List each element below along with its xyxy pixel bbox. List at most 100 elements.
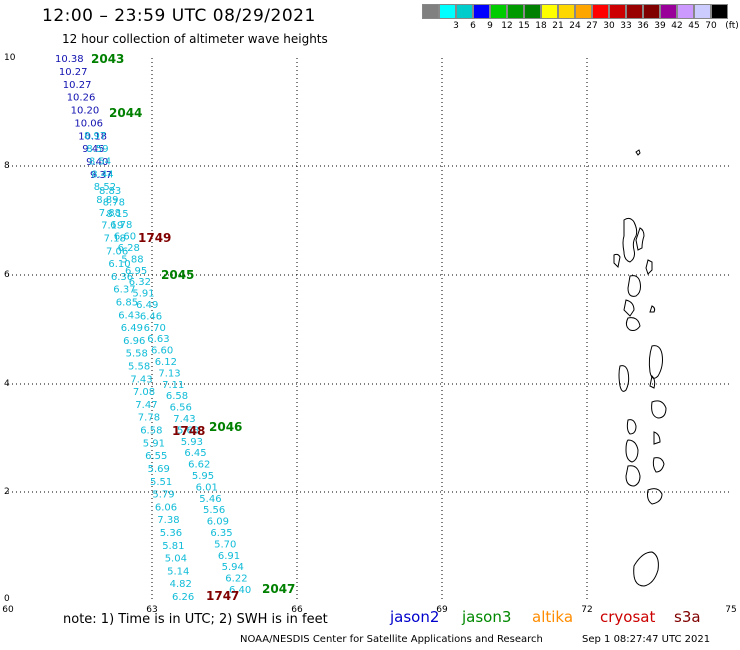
colorbar-swatch <box>422 4 439 19</box>
island-shape <box>648 345 663 379</box>
island-shape <box>633 551 659 587</box>
legend-altika: altika <box>532 608 574 626</box>
colorbar-tick-label: 24 <box>569 21 581 31</box>
colorbar-tick-label: 3 <box>453 21 459 31</box>
wave-height-reading: 6.62 <box>188 460 210 471</box>
colorbar-tick-label: 15 <box>518 21 530 31</box>
wave-height-reading: 6.63 <box>147 334 169 345</box>
wave-height-reading: 6.40 <box>229 585 251 596</box>
pass-number-label: 2045 <box>161 268 194 282</box>
colorbar-swatch <box>507 4 524 19</box>
wave-height-reading: 10.27 <box>59 67 88 78</box>
wave-height-reading: 6.49 <box>121 323 143 334</box>
axis-tick-labels: 60 63 66 69 72 75 10 8 6 4 2 0 <box>2 53 736 615</box>
wave-height-reading: 8.97 <box>84 131 106 142</box>
island-shape <box>626 419 637 435</box>
wave-height-reading: 6.10 <box>108 259 130 270</box>
legend-s3a: s3a <box>674 608 701 626</box>
island-shape <box>651 400 667 419</box>
colorbar-tick-label: 42 <box>671 21 683 31</box>
latitude-tick-label: 2 <box>4 487 10 497</box>
pass-number-label: 2047 <box>262 582 295 596</box>
wave-height-reading: 6.06 <box>155 502 177 513</box>
island-shape <box>635 227 645 251</box>
colorbar-swatch <box>694 4 711 19</box>
wave-height-reading: 5.56 <box>203 505 225 516</box>
pass-number-label: 2046 <box>209 420 242 434</box>
longitude-tick-label: 60 <box>2 605 14 615</box>
pass-number-label: 2044 <box>109 106 142 120</box>
generated-timestamp: Sep 1 08:27:47 UTC 2021 <box>582 634 711 645</box>
wave-height-reading: 7.43 <box>173 414 195 425</box>
wave-height-reading: 6.78 <box>110 220 132 231</box>
wave-height-reading: 10.06 <box>74 118 103 129</box>
colorbar-swatch <box>524 4 541 19</box>
wave-height-reading: 10.20 <box>71 106 100 117</box>
island-shape <box>625 317 641 331</box>
colorbar-swatch <box>609 4 626 19</box>
wave-height-reading: 8.78 <box>103 197 125 208</box>
wave-height-reading: 5.14 <box>167 566 189 577</box>
wave-height-reading: 6.36 <box>111 272 133 283</box>
colorbar-swatch <box>456 4 473 19</box>
wave-height-reading: 5.70 <box>214 539 236 550</box>
wave-height-reading: 6.46 <box>140 311 162 322</box>
legend-jason2: jason2 <box>390 608 440 626</box>
wave-height-reading: 6.22 <box>225 574 247 585</box>
colorbar-tick-label: 6 <box>470 21 476 31</box>
colorbar-tick-label: 70 <box>705 21 717 31</box>
colorbar-tick-label: 33 <box>620 21 632 31</box>
colorbar-tick-label: 30 <box>603 21 615 31</box>
wave-height-reading: 5.93 <box>181 437 203 448</box>
island-shape <box>623 299 635 317</box>
wave-height-reading: 10.18 <box>78 131 107 142</box>
wave-height-reading: 6.01 <box>196 482 218 493</box>
wave-height-reading: 10.38 <box>55 54 84 65</box>
wave-height-reading: 6.95 <box>125 266 147 277</box>
lat-lon-grid <box>8 58 731 599</box>
wave-height-reading: 5.51 <box>150 477 172 488</box>
longitude-tick-label: 72 <box>581 605 592 615</box>
wave-height-reading: 6.55 <box>145 451 167 462</box>
colorbar-swatch <box>473 4 490 19</box>
wave-height-reading: 9.40 <box>86 157 108 168</box>
wave-height-reading: 6.58 <box>166 391 188 402</box>
longitude-tick-label: 66 <box>291 605 303 615</box>
wave-height-reading: 6.43 <box>118 310 140 321</box>
wave-height-reading: 6.91 <box>218 551 240 562</box>
latitude-tick-label: 10 <box>4 53 16 63</box>
wave-height-reading: 6.32 <box>129 277 151 288</box>
wave-height-reading: 7.08 <box>133 387 155 398</box>
legend-jason3: jason3 <box>462 608 512 626</box>
latitude-tick-label: 8 <box>4 161 10 171</box>
colorbar-swatch <box>575 4 592 19</box>
island-shape <box>613 253 621 269</box>
pass-number-label: 2043 <box>91 52 124 66</box>
wave-height-reading: 6.28 <box>118 243 140 254</box>
wave-height-reading: 6.35 <box>210 528 232 539</box>
wave-height-reading: 5.88 <box>121 254 143 265</box>
wave-height-reading: 5.04 <box>165 554 187 565</box>
island-shape <box>618 365 630 392</box>
wave-height-colorbar: 3 6 9 12 15 18 21 24 27 30 33 36 39 42 45 70 (ft) <box>422 4 739 31</box>
wave-height-reading: 7.13 <box>158 368 180 379</box>
island-shape <box>627 275 641 297</box>
colorbar-swatch <box>558 4 575 19</box>
wave-height-reading: 9.37 <box>90 170 112 181</box>
island-shape <box>635 149 641 156</box>
wave-height-reading: 5.91 <box>143 438 165 449</box>
maldives-coastline <box>613 149 667 587</box>
credit-line: NOAA/NESDIS Center for Satellite Applica… <box>240 634 543 645</box>
wave-height-reading: 5.81 <box>162 541 184 552</box>
wave-height-reading: 7.47 <box>135 400 157 411</box>
wave-height-reading: 5.58 <box>128 362 150 373</box>
colorbar-tick-label: 9 <box>487 21 493 31</box>
wave-height-reading: 7.11 <box>162 380 184 391</box>
wave-height-reading: 8.89 <box>96 195 118 206</box>
wave-height-reading: 6.12 <box>155 357 177 368</box>
latitude-tick-label: 6 <box>4 270 10 280</box>
wave-height-reading: 10.26 <box>67 93 96 104</box>
pass-number-label: 1748 <box>172 424 205 438</box>
colorbar-swatch <box>711 4 728 19</box>
